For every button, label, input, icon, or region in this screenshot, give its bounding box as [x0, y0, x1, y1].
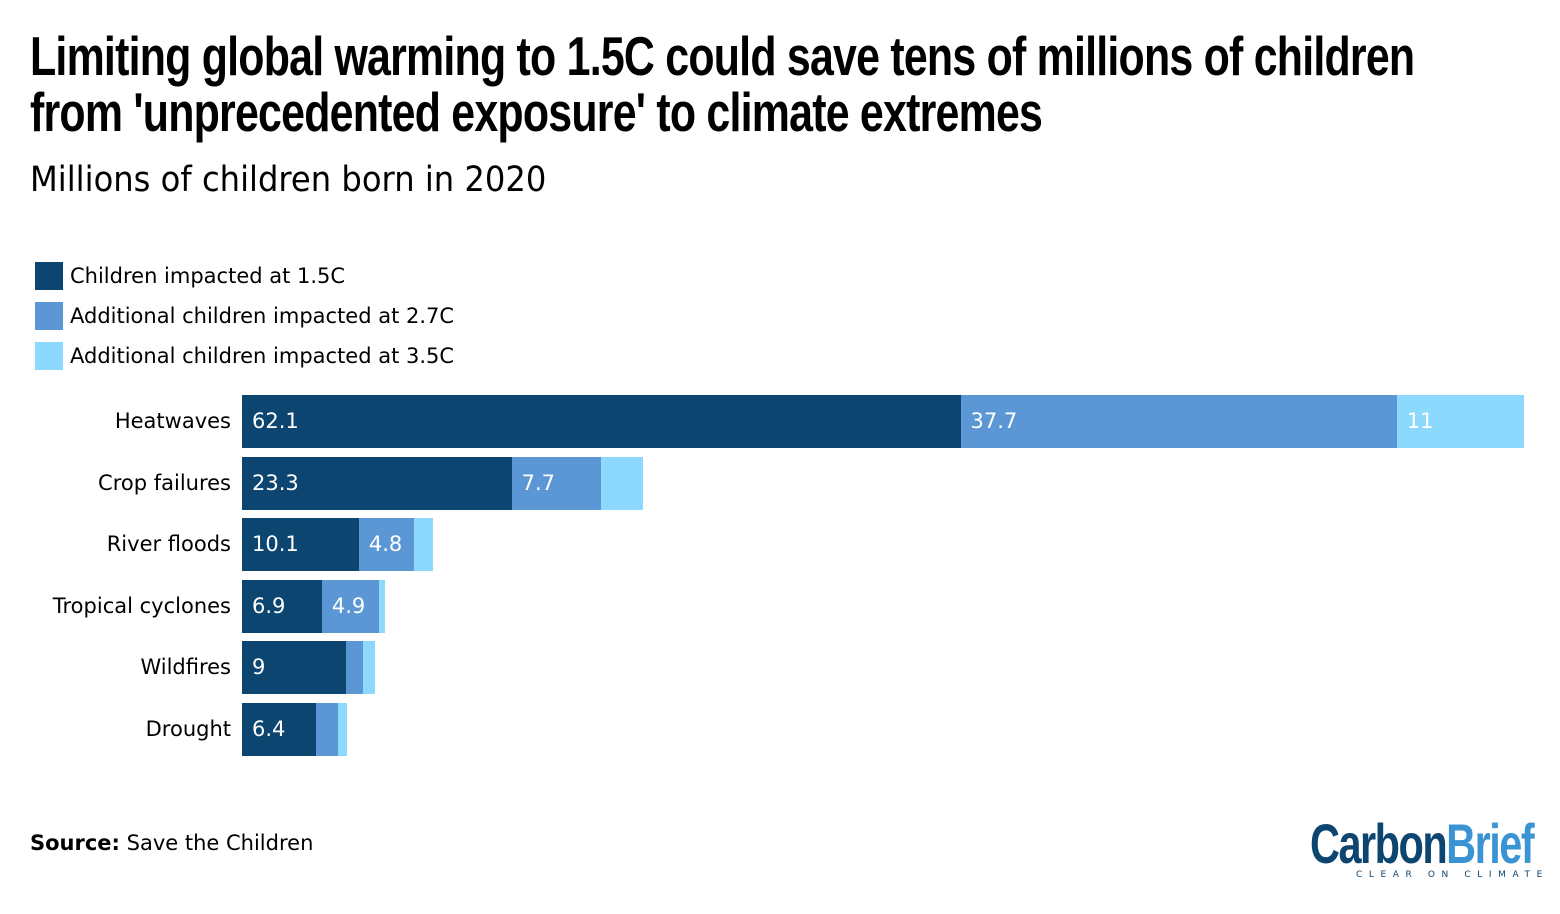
- data-label: 6.4: [252, 717, 286, 741]
- bar-segment: [346, 641, 364, 695]
- category-label: Tropical cyclones: [52, 593, 231, 618]
- chart-subtitle: Millions of children born in 2020: [30, 160, 547, 200]
- source-label: Source:: [30, 831, 120, 855]
- legend: Children impacted at 1.5C Additional chil…: [35, 256, 454, 376]
- data-label: 9: [252, 655, 266, 680]
- bar-segment: [321, 579, 379, 633]
- data-label: 62.1: [252, 409, 299, 433]
- title-line-1: Limiting global warming to 1.5C could sa…: [30, 25, 1415, 87]
- data-label: 10.1: [252, 532, 299, 557]
- bar-segment: [414, 518, 433, 572]
- chart-title: Limiting global warming to 1.5C could sa…: [30, 25, 1415, 143]
- legend-item: Additional children impacted at 3.5C: [35, 336, 454, 376]
- bar-segment: [242, 703, 317, 756]
- source-note: Source: Save the Children: [30, 831, 313, 855]
- data-label: 4.8: [368, 532, 403, 557]
- data-label: 23.3: [252, 470, 299, 495]
- bar-segment: [960, 395, 1397, 448]
- legend-item: Additional children impacted at 2.7C: [35, 296, 454, 336]
- data-label: 11: [1406, 409, 1434, 433]
- bar-segment: [242, 518, 359, 572]
- logo-part-2: Brief: [1446, 812, 1534, 875]
- bar-segment: [242, 641, 347, 695]
- legend-swatch: [35, 342, 63, 370]
- bar-segment: [338, 703, 348, 756]
- legend-swatch: [35, 302, 63, 330]
- title-line-2: from 'unprecedented exposure' to climate…: [30, 81, 1043, 143]
- legend-label: Children impacted at 1.5C: [70, 264, 346, 288]
- legend-label: Additional children impacted at 3.5C: [70, 344, 455, 368]
- bar-segment: [378, 579, 386, 633]
- legend-swatch: [35, 262, 63, 290]
- category-label: River floods: [106, 532, 231, 557]
- bar-segment: [242, 456, 512, 510]
- data-label: 4.9: [331, 593, 366, 618]
- category-label: Wildfires: [140, 655, 231, 680]
- logo-part-1: Carbon: [1310, 812, 1448, 875]
- legend-label: Additional children impacted at 2.7C: [70, 304, 455, 328]
- bar-segment: [511, 456, 601, 510]
- bar-segment: [242, 579, 322, 633]
- data-label: 37.7: [970, 409, 1018, 433]
- source-text: Save the Children: [126, 831, 314, 855]
- category-label: Drought: [145, 717, 231, 741]
- bar-segment: [316, 703, 339, 756]
- bar-segment: [600, 456, 644, 510]
- legend-item: Children impacted at 1.5C: [35, 256, 454, 296]
- logo-tagline: CLEAR ON CLIMATE: [1356, 870, 1549, 880]
- category-label: Crop failures: [98, 470, 231, 495]
- data-label: 7.7: [521, 470, 555, 495]
- carbonbrief-logo: CarbonBrief CLEAR ON CLIMATE: [1310, 816, 1549, 881]
- bar-segment: [242, 395, 961, 448]
- data-label: 6.9: [252, 593, 286, 618]
- bar-segment: [363, 641, 376, 695]
- bar-segment: [1396, 395, 1524, 448]
- category-label: Heatwaves: [114, 409, 231, 433]
- bar-segment: [358, 518, 415, 572]
